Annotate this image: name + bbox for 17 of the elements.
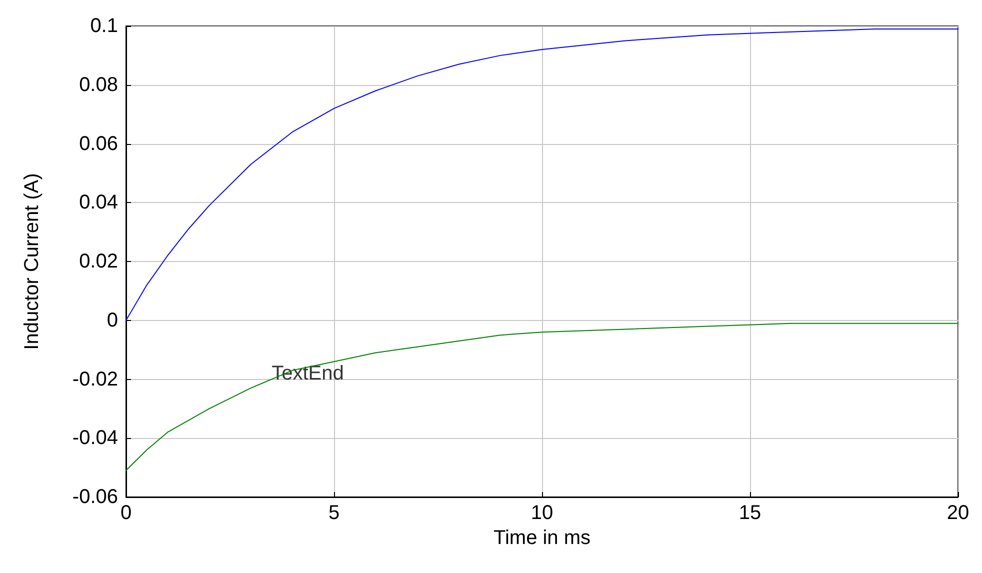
y-tick-label: 0.02 [79,250,118,272]
y-axis-title: Inductor Current (A) [21,173,43,350]
x-axis-title: Time in ms [493,526,591,549]
y-tick-label: 0 [106,309,118,332]
x-tick-label: 10 [530,502,554,524]
line-series [126,322,958,472]
y-tick-label: -0.04 [72,427,118,450]
x-tick-label: 20 [946,502,970,524]
y-tick-label: -0.02 [72,368,118,390]
x-tick-label: 0 [120,502,132,524]
y-tick-label: 0.1 [90,15,118,37]
y-tick-label: 0.04 [79,192,118,214]
y-tick-label: 0.08 [79,74,118,96]
x-tick-label: 5 [328,502,340,524]
x-tick-label: 15 [738,502,762,524]
y-tick-label: -0.06 [72,486,118,508]
y-tick-label: 0.06 [79,132,118,155]
